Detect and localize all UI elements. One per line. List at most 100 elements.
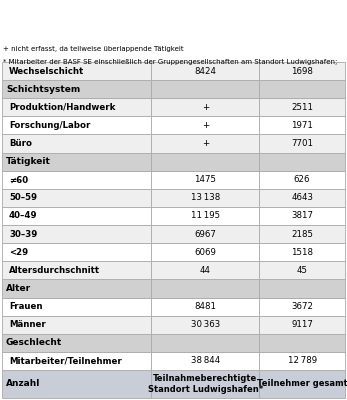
Text: 2185: 2185 [291,230,313,239]
Bar [2,98,151,116]
Text: + nicht erfasst, da teilweise überlappende Tätigkeit: + nicht erfasst, da teilweise überlappen… [3,46,184,52]
Text: 13 138: 13 138 [191,193,220,202]
Bar [151,243,259,261]
Bar [259,134,345,152]
Bar [259,352,345,370]
Text: Büro: Büro [9,139,32,148]
Text: Teilnehmer gesamt: Teilnehmer gesamt [257,380,347,388]
Text: Wechselschicht: Wechselschicht [9,66,84,76]
Text: 50–59: 50–59 [9,193,37,202]
Bar [151,280,259,298]
Bar [2,316,151,334]
Bar [259,316,345,334]
Bar [2,80,151,98]
Text: 6967: 6967 [194,230,216,239]
Text: 6069: 6069 [194,248,216,257]
Bar [259,298,345,316]
Bar [259,62,345,80]
Bar [259,243,345,261]
Bar [151,352,259,370]
Text: 1698: 1698 [291,66,313,76]
Text: 45: 45 [297,266,308,275]
Bar [259,280,345,298]
Text: Forschung/Labor: Forschung/Labor [9,121,90,130]
Bar [2,152,151,171]
Bar [2,280,151,298]
Bar [259,334,345,352]
Text: * Mitarbeiter der BASF SE einschließlich der Gruppengesellschaften am Standort L: * Mitarbeiter der BASF SE einschließlich… [3,59,337,65]
Text: 4643: 4643 [291,193,313,202]
Text: 30 363: 30 363 [191,320,220,329]
Text: +: + [202,139,209,148]
Text: 3672: 3672 [291,302,313,311]
Bar [259,370,345,398]
Text: Frauen: Frauen [9,302,42,311]
Text: Mitarbeiter/Teilnehmer: Mitarbeiter/Teilnehmer [9,356,122,366]
Bar [2,134,151,152]
Bar [259,225,345,243]
Bar [259,261,345,280]
Text: Tätigkeit: Tätigkeit [6,157,51,166]
Text: Teilnahmeberechtigte
Standort Ludwigshafen*: Teilnahmeberechtigte Standort Ludwigshaf… [147,374,263,394]
Bar [259,98,345,116]
Bar [151,62,259,80]
Bar [151,134,259,152]
Text: Anzahl: Anzahl [6,380,40,388]
Text: Schichtsystem: Schichtsystem [6,85,80,94]
Bar [2,189,151,207]
Bar [2,334,151,352]
Text: 9117: 9117 [291,320,313,329]
Bar [151,116,259,134]
Bar [2,207,151,225]
Bar [2,171,151,189]
Text: 8424: 8424 [194,66,216,76]
Text: 1475: 1475 [194,175,216,184]
Text: Geschlecht: Geschlecht [6,338,62,347]
Text: 1971: 1971 [291,121,313,130]
Bar [151,334,259,352]
Bar [2,225,151,243]
Text: 44: 44 [200,266,211,275]
Text: 30–39: 30–39 [9,230,37,239]
Text: Männer: Männer [9,320,46,329]
Text: +: + [202,103,209,112]
Text: Alter: Alter [6,284,31,293]
Bar [2,62,151,80]
Bar [151,171,259,189]
Bar [259,116,345,134]
Text: 626: 626 [294,175,310,184]
Bar [2,243,151,261]
Text: +: + [202,121,209,130]
Bar [151,98,259,116]
Text: <29: <29 [9,248,28,257]
Text: 1518: 1518 [291,248,313,257]
Bar [259,207,345,225]
Bar [151,298,259,316]
Bar [259,152,345,171]
Bar [151,316,259,334]
Text: 12 789: 12 789 [288,356,317,366]
Bar [151,152,259,171]
Text: ≠60: ≠60 [9,175,28,184]
Bar [151,370,259,398]
Bar [2,261,151,280]
Text: 8481: 8481 [194,302,216,311]
Text: Produktion/Handwerk: Produktion/Handwerk [9,103,116,112]
Bar [151,261,259,280]
Bar [2,298,151,316]
Text: 11 195: 11 195 [191,212,220,220]
Bar [2,370,151,398]
Text: 38 844: 38 844 [191,356,220,366]
Bar [259,189,345,207]
Text: 40–49: 40–49 [9,212,37,220]
Bar [259,171,345,189]
Bar [259,80,345,98]
Bar [151,80,259,98]
Bar [151,189,259,207]
Bar [2,116,151,134]
Bar [2,352,151,370]
Text: Altersdurchschnitt: Altersdurchschnitt [9,266,100,275]
Text: 2511: 2511 [291,103,313,112]
Text: 3817: 3817 [291,212,313,220]
Bar [151,225,259,243]
